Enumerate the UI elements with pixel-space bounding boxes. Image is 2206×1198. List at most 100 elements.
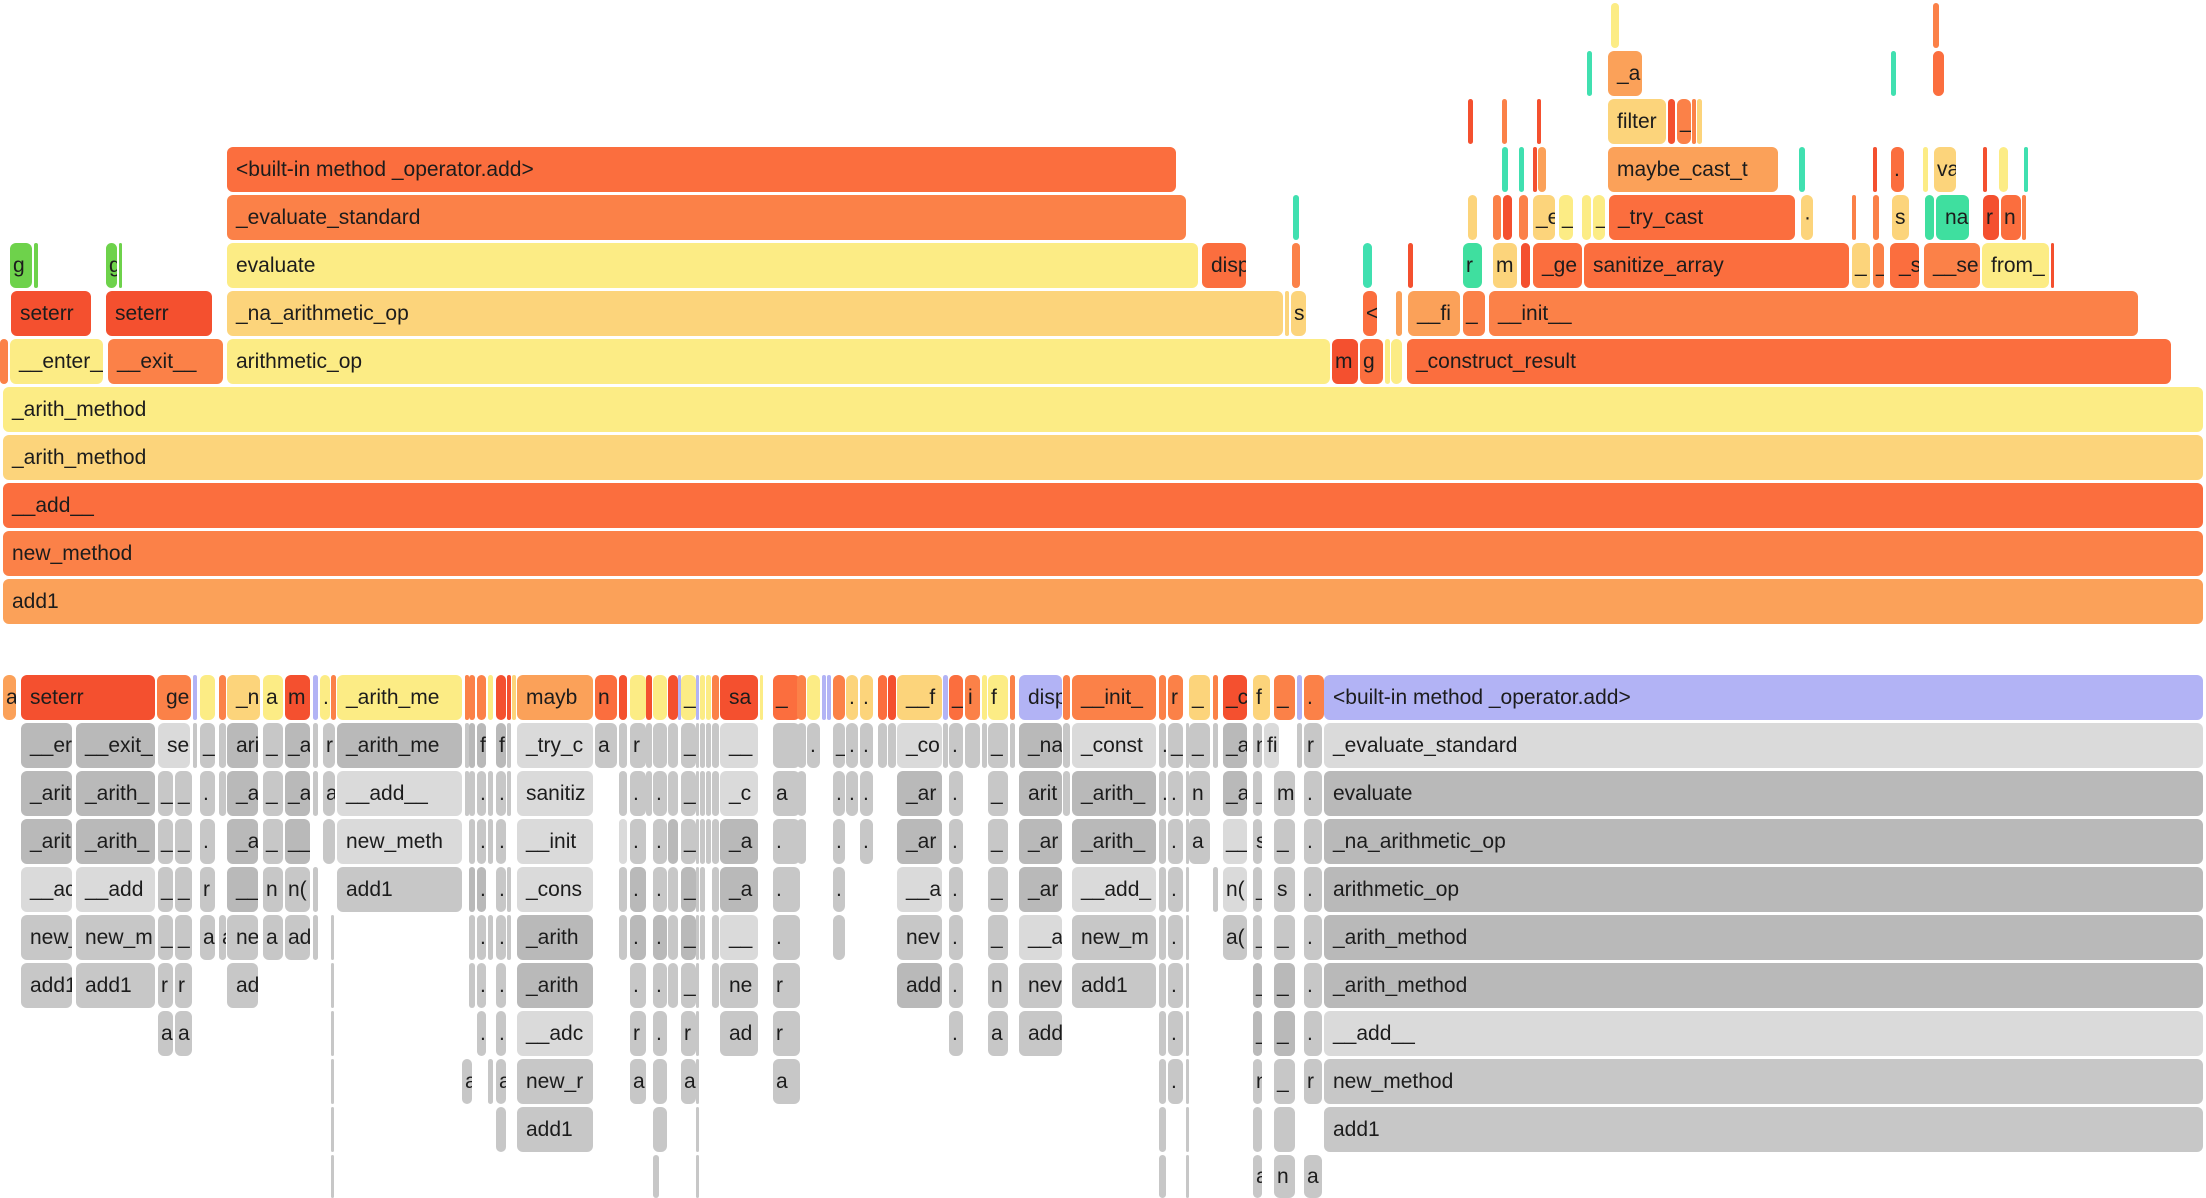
frame-bar[interactable]: _ <box>1593 195 1605 240</box>
frame-stack-cell[interactable] <box>797 819 806 864</box>
frame-stack-cell[interactable]: . <box>496 819 506 864</box>
frame-stack-cell[interactable] <box>1159 867 1166 912</box>
frame-stack-cell[interactable] <box>507 771 511 816</box>
frame-stack-cell[interactable] <box>1186 1107 1189 1152</box>
frame-stack-cell[interactable]: _const <box>1072 723 1156 768</box>
frame-header-cell[interactable] <box>678 675 681 720</box>
frame-stack-cell[interactable]: . <box>653 915 667 960</box>
frame-stack-cell[interactable]: a <box>158 1011 173 1056</box>
frame-header-cell[interactable]: _arith_me <box>337 675 462 720</box>
frame-stack-cell[interactable]: a <box>1253 1155 1262 1198</box>
frame-stack-cell[interactable] <box>653 1107 667 1152</box>
frame-header-cell[interactable]: disp <box>1019 675 1062 720</box>
frame-stack-cell[interactable]: _ <box>263 723 283 768</box>
frame-bar[interactable] <box>1396 291 1402 336</box>
frame-stack-cell[interactable]: _evaluate_standard <box>1324 723 2203 768</box>
frame-stack-cell[interactable] <box>1186 1011 1189 1056</box>
frame-bar[interactable]: · <box>1801 195 1813 240</box>
frame-stack-cell[interactable]: a <box>773 1059 800 1104</box>
frame-stack-cell[interactable] <box>193 723 197 768</box>
frame-stack-cell[interactable]: . <box>630 771 646 816</box>
frame-stack-cell[interactable]: . <box>477 771 486 816</box>
frame-stack-cell[interactable]: . <box>846 723 858 768</box>
frame-header-cell[interactable] <box>488 675 493 720</box>
frame-stack-cell[interactable]: . <box>496 1011 506 1056</box>
frame-stack-cell[interactable]: m <box>1274 771 1295 816</box>
frame-stack-cell[interactable]: _ <box>1274 915 1295 960</box>
frame-stack-cell[interactable]: ari <box>227 723 258 768</box>
frame-stack-cell[interactable]: . <box>773 915 800 960</box>
frame-stack-cell[interactable]: add1 <box>1324 1107 2203 1152</box>
frame-stack-cell[interactable]: . <box>630 867 646 912</box>
frame-stack-cell[interactable]: new_ <box>21 915 72 960</box>
frame-stack-cell[interactable]: r <box>1304 1059 1322 1104</box>
frame-stack-cell[interactable] <box>331 1059 334 1104</box>
frame-stack-cell[interactable] <box>1274 1107 1295 1152</box>
frame-stack-cell[interactable]: _ <box>1253 963 1262 1008</box>
frame-stack-cell[interactable]: r <box>1304 723 1322 768</box>
frame-stack-cell[interactable]: . <box>1168 1011 1183 1056</box>
frame-stack-cell[interactable]: add1 <box>337 867 462 912</box>
frame-stack-cell[interactable]: ne <box>720 963 758 1008</box>
frame-bar[interactable] <box>1293 195 1299 240</box>
frame-stack-cell[interactable]: ne <box>227 915 258 960</box>
frame-stack-cell[interactable] <box>712 963 719 1008</box>
frame-stack-cell[interactable]: _a <box>227 819 258 864</box>
frame-header-cell[interactable] <box>797 675 806 720</box>
frame-header-cell[interactable] <box>619 675 627 720</box>
frame-stack-cell[interactable]: . <box>653 867 667 912</box>
frame-stack-cell[interactable] <box>331 1155 334 1198</box>
frame-stack-cell[interactable]: r <box>630 723 646 768</box>
frame-stack-cell[interactable]: _ <box>1274 963 1295 1008</box>
frame-stack-cell[interactable]: __add__ <box>1324 1011 2203 1056</box>
frame-stack-cell[interactable]: _arith_method <box>1324 963 2203 1008</box>
frame-stack-cell[interactable] <box>469 771 475 816</box>
frame-bar[interactable] <box>1925 195 1934 240</box>
frame-stack-cell[interactable] <box>1186 819 1189 864</box>
frame-stack-cell[interactable]: nev <box>897 915 942 960</box>
frame-bar[interactable]: _ <box>1852 243 1870 288</box>
frame-stack-cell[interactable] <box>1213 867 1218 912</box>
frame-stack-cell[interactable] <box>653 723 667 768</box>
frame-stack-cell[interactable]: _arith_ <box>1072 771 1156 816</box>
frame-stack-cell[interactable] <box>797 771 806 816</box>
frame-stack-cell[interactable]: _na_arithmetic_op <box>1324 819 2203 864</box>
frame-stack-cell[interactable]: _ <box>988 723 1008 768</box>
frame-bar[interactable]: maybe_cast_t <box>1608 147 1778 192</box>
frame-stack-cell[interactable] <box>696 963 699 1008</box>
frame-stack-cell[interactable]: __ <box>1223 819 1247 864</box>
frame-bar[interactable]: _try_cast <box>1609 195 1795 240</box>
frame-stack-cell[interactable]: _cons <box>517 867 593 912</box>
frame-header-cell[interactable] <box>1159 675 1166 720</box>
frame-bar[interactable]: add1 <box>3 579 2203 624</box>
frame-bar[interactable]: disp <box>1202 243 1246 288</box>
frame-stack-cell[interactable] <box>668 963 678 1008</box>
frame-stack-cell[interactable] <box>331 1107 334 1152</box>
frame-stack-cell[interactable]: __add_ <box>1072 867 1156 912</box>
frame-stack-cell[interactable] <box>1186 963 1189 1008</box>
frame-stack-cell[interactable]: . <box>630 915 646 960</box>
frame-stack-cell[interactable]: . <box>807 723 820 768</box>
frame-bar[interactable]: < <box>1363 291 1377 336</box>
frame-header-cell[interactable] <box>833 675 845 720</box>
frame-stack-cell[interactable] <box>700 915 705 960</box>
frame-stack-cell[interactable]: fi <box>1264 723 1279 768</box>
frame-stack-cell[interactable] <box>219 771 226 816</box>
frame-stack-cell[interactable]: _co <box>897 723 942 768</box>
frame-stack-cell[interactable]: . <box>1159 771 1166 816</box>
frame-bar[interactable] <box>1503 195 1512 240</box>
frame-header-cell[interactable]: . <box>1304 675 1324 720</box>
frame-header-cell[interactable] <box>469 675 475 720</box>
frame-bar[interactable] <box>1533 147 1537 192</box>
frame-stack-cell[interactable]: n <box>1274 1155 1295 1198</box>
frame-stack-cell[interactable]: . <box>846 771 858 816</box>
frame-header-cell[interactable]: . <box>320 675 330 720</box>
frame-stack-cell[interactable]: _a <box>1223 723 1247 768</box>
frame-stack-cell[interactable]: . <box>1304 819 1322 864</box>
frame-bar[interactable]: _ <box>1873 243 1884 288</box>
frame-stack-cell[interactable]: . <box>1168 1059 1183 1104</box>
frame-stack-cell[interactable]: _ <box>988 915 1008 960</box>
frame-stack-cell[interactable]: _a <box>1223 771 1247 816</box>
frame-stack-cell[interactable]: . <box>653 963 667 1008</box>
frame-bar[interactable] <box>1408 243 1413 288</box>
